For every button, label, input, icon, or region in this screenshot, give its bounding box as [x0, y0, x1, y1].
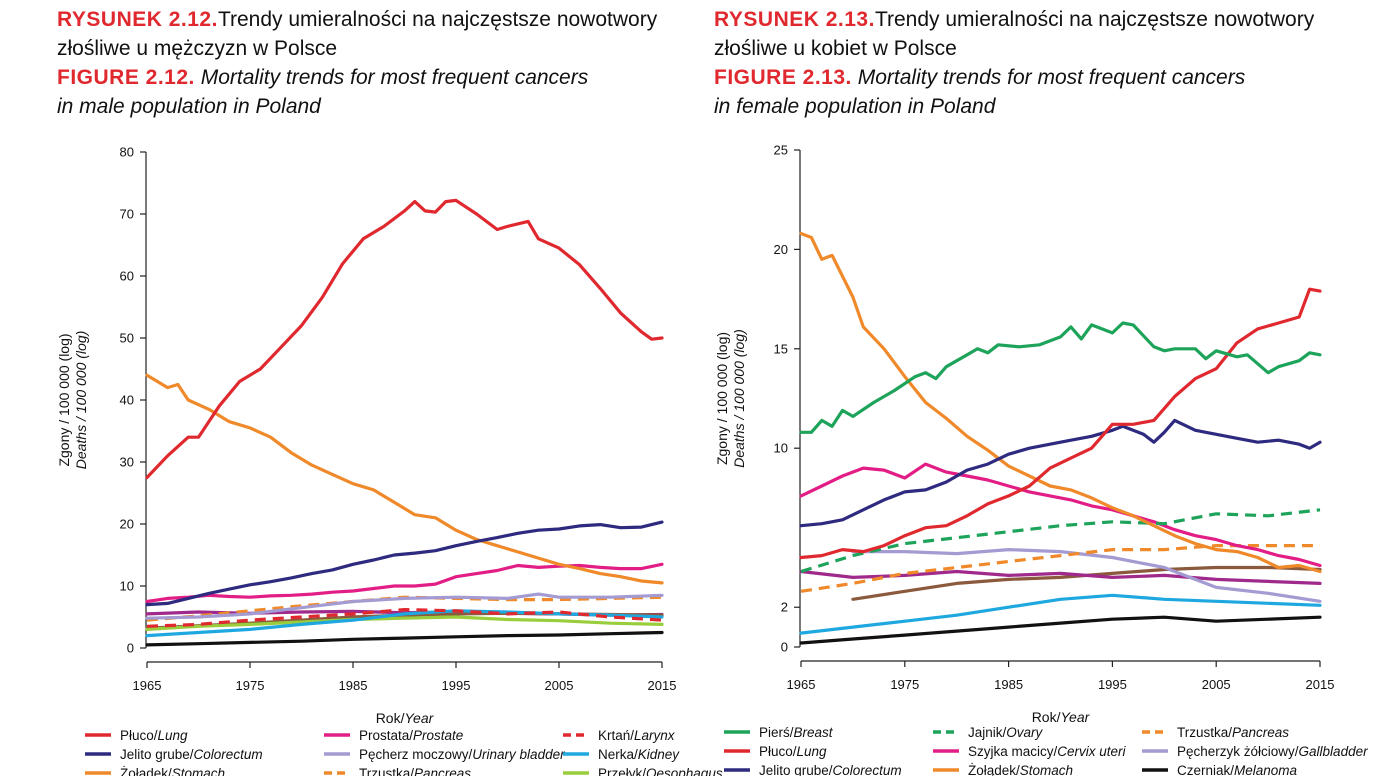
- x-tick-label: 2005: [1202, 677, 1231, 692]
- caption-pl-line2: złośliwe u mężczyzn w Polsce: [57, 37, 338, 60]
- x-tick-label: 1965: [787, 677, 816, 692]
- x-tick-label: 2015: [648, 678, 677, 693]
- y-tick-label: 20: [120, 517, 134, 532]
- series-line-kidney: [799, 593, 1322, 635]
- y-tick-label: 15: [774, 341, 788, 356]
- legend-label: Jelito grube/Colorectum: [120, 747, 263, 762]
- y-tick-label: 25: [774, 143, 788, 158]
- series-line-melanoma: [799, 615, 1322, 645]
- y-tick-label: 30: [120, 455, 134, 470]
- legend: Pierś/Breast Płuco/Lung Jelito grube/Color…: [724, 725, 1368, 776]
- legend-label: Trzustka/Pancreas: [1177, 725, 1289, 740]
- caption-en-text: Mortality trends for most frequent cance…: [200, 66, 589, 89]
- y-tick-label: 60: [120, 269, 134, 284]
- legend-label: Pęcherz moczowy/Urinary bladder: [359, 747, 565, 762]
- series-line-urinary-bladder: [145, 592, 664, 620]
- series-line-stomach: [145, 373, 664, 585]
- legend-label: Pierś/Breast: [759, 725, 834, 740]
- caption-en-label: FIGURE 2.13.: [714, 66, 852, 89]
- x-tick-label: 2005: [545, 678, 574, 693]
- legend-label: Jelito grube/Colorectum: [759, 763, 902, 776]
- caption-en-label: FIGURE 2.12.: [57, 66, 195, 89]
- caption-en-line2: in male population in Poland: [57, 95, 321, 118]
- caption-pl-text: Trendy umieralności na najczęstsze nowot…: [217, 8, 658, 31]
- series-line-cervix-uteri: [799, 462, 1322, 568]
- x-tick-label: 1985: [339, 678, 368, 693]
- x-tick-label: 1965: [133, 678, 162, 693]
- y-tick-label: 2: [781, 600, 788, 615]
- legend-label: Przełyk/Oesophagus: [598, 766, 723, 776]
- series-line-brain: [851, 565, 1322, 601]
- y-axis-title-en: Deaths / 100 000 (log): [731, 329, 747, 468]
- legend-label: Prostata/Prostate: [359, 728, 463, 743]
- y-axis-title-en: Deaths / 100 000 (log): [73, 331, 89, 470]
- series-line-gallbladder: [851, 548, 1322, 603]
- x-axis-title: Rok/Year: [376, 710, 435, 726]
- y-tick-label: 20: [774, 242, 788, 257]
- y-tick-label: 40: [120, 393, 134, 408]
- caption-pl-text: Trendy umieralności na najczęstsze nowot…: [874, 8, 1315, 31]
- caption-en-text: Mortality trends for most frequent cance…: [857, 66, 1246, 89]
- series-line-lung: [799, 287, 1322, 560]
- legend-label: Jajnik/Ovary: [968, 725, 1044, 740]
- caption-pl-label: RYSUNEK 2.12.: [57, 8, 218, 31]
- x-tick-label: 1995: [1098, 677, 1127, 692]
- female-mortality-chart: 0 2 10 15 20 25 1965 1975 1985 1995 2005 2015 Rok/Ye…: [714, 143, 1368, 776]
- legend-label: Nerka/Kidney: [598, 747, 680, 762]
- x-tick-label: 1975: [236, 678, 265, 693]
- y-axis-title-pl: Zgony / 100 000 (log): [714, 332, 730, 465]
- series-line-ovary: [800, 508, 1321, 574]
- caption-pl: RYSUNEK 2.12.Trendy umieralności na najc…: [57, 5, 657, 34]
- y-tick-label: 80: [120, 145, 134, 160]
- y-tick-label: 10: [774, 441, 788, 456]
- series-line-kidney: [145, 609, 664, 638]
- legend-label: Płuco/Lung: [759, 744, 827, 759]
- caption-en: FIGURE 2.12. Mortality trends for most f…: [57, 63, 588, 92]
- legend-label: Krtań/Larynx: [598, 728, 676, 743]
- legend-label: Czerniak/Melanoma: [1177, 763, 1298, 776]
- x-tick-label: 1985: [994, 677, 1023, 692]
- y-axis-title-pl: Zgony / 100 000 (log): [56, 333, 72, 466]
- series-line-larynx: [146, 608, 663, 628]
- male-mortality-chart: 0 10 20 30 40 50 60 70 80 1965 1975 1985 1995 2005 201…: [56, 145, 723, 776]
- caption-pl: RYSUNEK 2.13.Trendy umieralności na najc…: [714, 5, 1314, 34]
- caption-en: FIGURE 2.13. Mortality trends for most f…: [714, 63, 1245, 92]
- x-axis-title: Rok/Year: [1032, 709, 1091, 725]
- series-line-prostate: [145, 562, 664, 604]
- series-line-colorectum: [799, 418, 1322, 528]
- series-line-lung: [145, 198, 664, 480]
- x-tick-label: 1995: [442, 678, 471, 693]
- series-group: [145, 198, 664, 647]
- caption-pl-line2: złośliwe u kobiet w Polsce: [714, 37, 957, 60]
- legend-label: Szyjka macicy/Cervix uteri: [968, 744, 1127, 759]
- figure-2-13-panel: RYSUNEK 2.13.Trendy umieralności na najc…: [714, 0, 1368, 776]
- series-line-melanoma: [145, 630, 664, 647]
- legend-label: Pęcherzyk żółciowy/Gallbladder: [1177, 744, 1368, 759]
- caption-pl-label: RYSUNEK 2.13.: [714, 8, 875, 31]
- series-line-colorectum: [145, 520, 664, 607]
- legend-label: Płuco/Lung: [120, 728, 188, 743]
- series-line-oesophagus: [145, 615, 664, 631]
- legend-label: Żołądek/Stomach: [968, 763, 1073, 776]
- series-line-breast: [799, 321, 1322, 434]
- legend-label: Trzustka/Pancreas: [359, 766, 471, 776]
- legend: Płuco/Lung Jelito grube/Colorectum Żołądek…: [85, 728, 723, 776]
- x-tick-label: 2015: [1306, 677, 1335, 692]
- caption-en-line2: in female population in Poland: [714, 95, 996, 118]
- y-tick-label: 70: [120, 207, 134, 222]
- series-group: [799, 231, 1322, 645]
- y-tick-label: 0: [781, 640, 788, 655]
- series-line-stomach: [799, 231, 1322, 574]
- figure-2-12-panel: RYSUNEK 2.12.Trendy umieralności na najc…: [56, 0, 723, 776]
- y-tick-label: 0: [127, 641, 134, 656]
- x-tick-label: 1975: [890, 677, 919, 692]
- y-tick-label: 10: [120, 579, 134, 594]
- series-line-leukaemia: [799, 569, 1322, 585]
- legend-label: Żołądek/Stomach: [120, 766, 225, 776]
- y-tick-label: 50: [120, 331, 134, 346]
